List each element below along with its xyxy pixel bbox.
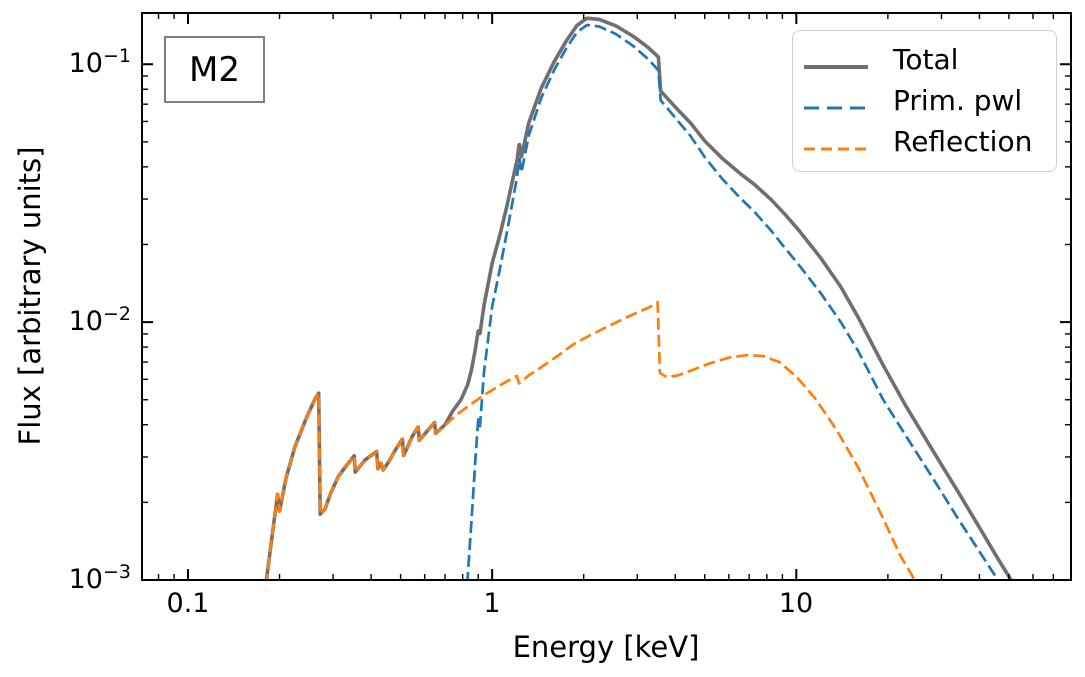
legend-label-total: Total <box>893 42 959 76</box>
legend-entry-primary: Prim. pwl <box>804 82 1056 120</box>
y-axis-label: Flux [arbitrary units] <box>13 146 47 446</box>
legend-label-reflection: Reflection <box>893 125 1033 159</box>
curve-reflection <box>265 300 917 580</box>
legend: Total Prim. pwl Reflection <box>792 30 1057 172</box>
y-tick-exponent: −3 <box>102 561 131 583</box>
curve-total <box>264 16 1014 580</box>
legend-line-sample-primary <box>804 97 868 110</box>
y-tick-label-1e-1: 10−1 <box>0 47 131 81</box>
x-tick-label-0-1: 0.1 <box>166 588 210 619</box>
panel-label: M2 <box>189 49 240 90</box>
y-tick-exponent: −1 <box>102 45 131 67</box>
y-tick-label-1e-3: 10−3 <box>0 563 131 597</box>
axes-spines <box>141 12 1072 581</box>
y-tick-base: 10 <box>68 48 103 79</box>
y-tick-label-1e-2: 10−2 <box>0 305 131 339</box>
legend-line-sample-reflection <box>804 138 868 151</box>
x-tick-label-1: 1 <box>483 588 501 619</box>
y-tick-base: 10 <box>68 306 103 337</box>
curve-prim-pwl <box>466 23 1000 580</box>
legend-entry-reflection: Reflection <box>804 123 1056 161</box>
x-tick-label-10: 10 <box>778 588 814 619</box>
legend-line-sample-total <box>804 56 868 69</box>
panel-label-box: M2 <box>164 36 265 103</box>
x-axis-label: Energy [keV] <box>512 630 700 664</box>
y-tick-base: 10 <box>68 564 103 595</box>
legend-label-primary: Prim. pwl <box>893 83 1023 117</box>
legend-entry-total: Total <box>804 41 1056 79</box>
y-tick-exponent: −2 <box>102 303 131 325</box>
